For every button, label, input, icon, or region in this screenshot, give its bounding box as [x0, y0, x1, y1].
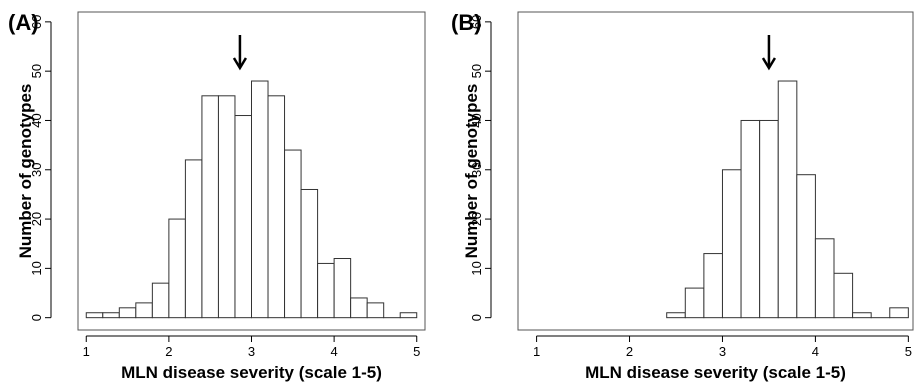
x-tick-label-a-4: 5 — [413, 344, 420, 359]
bars-b — [667, 81, 909, 318]
histogram-bar-b-12 — [890, 308, 909, 318]
histogram-bar-a-7 — [202, 96, 219, 318]
histogram-bar-b-7 — [797, 175, 816, 318]
histogram-bar-a-16 — [351, 298, 368, 318]
panel-label-a: (A) — [8, 10, 39, 35]
x-tick-label-b-0: 1 — [533, 344, 540, 359]
mean-arrow-a — [234, 35, 246, 68]
histogram-bar-b-8 — [815, 239, 834, 318]
y-tick-label-a-5: 50 — [29, 64, 44, 78]
x-tick-label-b-3: 4 — [812, 344, 819, 359]
x-tick-label-b-2: 3 — [719, 344, 726, 359]
x-tick-label-a-0: 1 — [83, 344, 90, 359]
y-tick-label-b-5: 50 — [469, 64, 484, 78]
histogram-bar-a-13 — [301, 189, 318, 317]
x-ticks-a: 1 2 3 4 5 — [83, 336, 421, 359]
x-tick-label-a-1: 2 — [165, 344, 172, 359]
histogram-bar-a-12 — [285, 150, 302, 318]
x-tick-label-a-3: 4 — [331, 344, 338, 359]
x-ticks-b: 1 2 3 4 5 — [533, 336, 912, 359]
histogram-bar-a-17 — [367, 303, 384, 318]
bars-a — [86, 81, 416, 318]
x-axis-title-a: MLN disease severity (scale 1-5) — [121, 363, 382, 382]
panel-label-b: (B) — [451, 10, 482, 35]
histogram-bar-b-9 — [834, 273, 853, 317]
histogram-bar-b-1 — [685, 288, 704, 318]
x-axis-title-b: MLN disease severity (scale 1-5) — [585, 363, 846, 382]
histogram-bar-b-4 — [741, 120, 760, 317]
y-tick-label-a-0: 0 — [29, 314, 44, 321]
histogram-bar-a-19 — [400, 313, 417, 318]
x-tick-label-b-4: 5 — [905, 344, 912, 359]
y-axis-title-a: Number of genotypes — [16, 84, 35, 259]
mean-arrow-b — [763, 35, 775, 68]
x-tick-label-a-2: 3 — [248, 344, 255, 359]
histogram-bar-b-6 — [778, 81, 797, 318]
histogram-bar-b-2 — [704, 254, 723, 318]
histogram-bar-b-10 — [853, 313, 872, 318]
histogram-bar-a-3 — [136, 303, 153, 318]
histogram-bar-a-1 — [103, 313, 120, 318]
histogram-bar-a-2 — [119, 308, 136, 318]
y-axis-title-b: Number of genotypes — [462, 84, 481, 259]
histogram-bar-a-6 — [185, 160, 202, 318]
y-tick-label-b-1: 10 — [469, 261, 484, 275]
histogram-bar-a-8 — [218, 96, 235, 318]
y-tick-label-b-0: 0 — [469, 314, 484, 321]
x-tick-label-b-1: 2 — [626, 344, 633, 359]
histogram-bar-a-4 — [152, 283, 169, 318]
histogram-bar-a-5 — [169, 219, 186, 318]
histogram-bar-b-0 — [667, 313, 686, 318]
histogram-bar-a-10 — [252, 81, 269, 318]
histogram-bar-b-5 — [760, 120, 779, 317]
histogram-bar-a-11 — [268, 96, 285, 318]
y-tick-label-a-1: 10 — [29, 261, 44, 275]
histogram-bar-a-9 — [235, 116, 252, 318]
histogram-bar-a-0 — [86, 313, 103, 318]
histogram-bar-b-3 — [722, 170, 741, 318]
histogram-bar-a-14 — [318, 263, 335, 317]
histogram-bar-a-15 — [334, 259, 351, 318]
